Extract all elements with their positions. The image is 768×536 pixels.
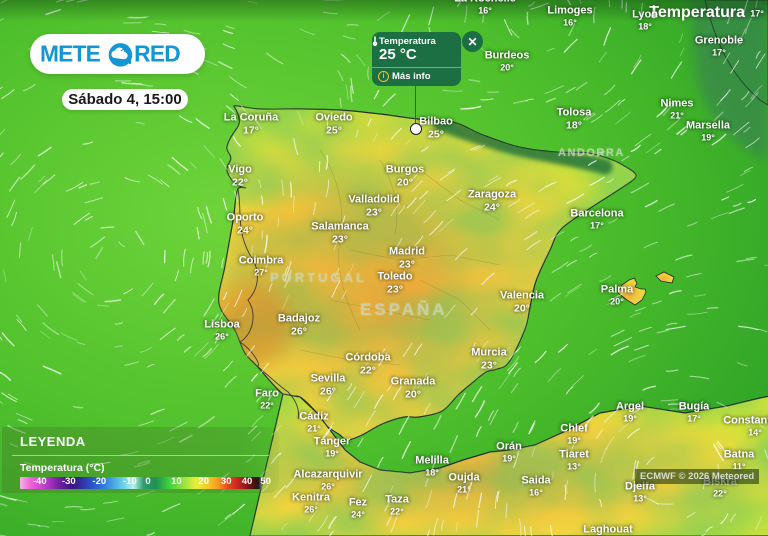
svg-text:RED: RED: [134, 41, 180, 67]
svg-text:METE: METE: [40, 41, 101, 67]
